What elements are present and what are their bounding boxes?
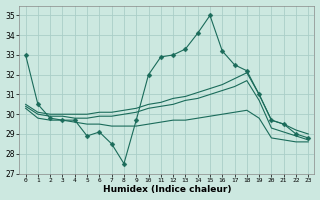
X-axis label: Humidex (Indice chaleur): Humidex (Indice chaleur) — [103, 185, 231, 194]
